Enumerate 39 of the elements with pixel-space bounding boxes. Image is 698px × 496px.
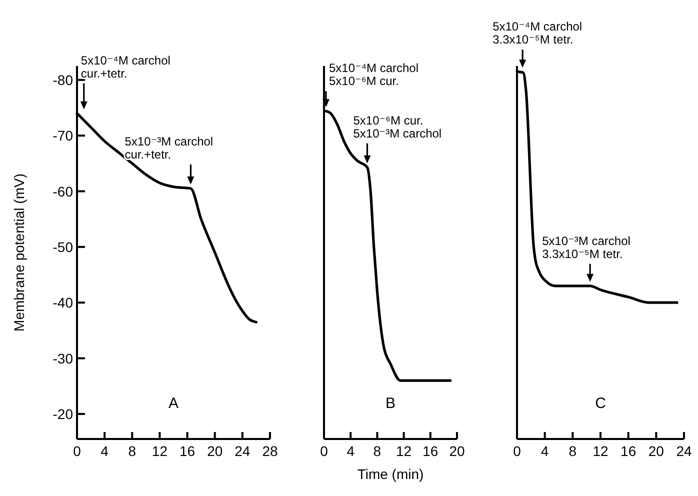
x-tick-label: 24 — [676, 443, 692, 459]
x-tick-label: 12 — [592, 443, 608, 459]
annotation: B — [385, 395, 396, 412]
x-tick-label: 12 — [152, 443, 168, 459]
annotation: 5x10⁻³M carchol 3.3x10⁻⁵M tetr. — [542, 234, 630, 261]
annotation: 5x10⁻⁴M carchol 5x10⁻⁶M cur. — [328, 61, 419, 88]
x-tick-label: 20 — [207, 443, 223, 459]
y-tick-label: -70 — [52, 128, 74, 144]
annotation: 5x10⁻⁶M cur. 5x10⁻³M carchol — [353, 113, 442, 140]
annotation: 5x10⁻³M carchol cur.+tetr. — [124, 134, 214, 162]
x-tick-label: 0 — [320, 443, 328, 459]
x-axis-title: Time (min) — [357, 466, 424, 482]
x-tick-label: 4 — [100, 443, 109, 459]
y-tick-label: -80 — [52, 72, 74, 88]
x-tick-label: 0 — [73, 443, 82, 459]
x-tick-label: 12 — [396, 443, 412, 459]
y-tick-label: -40 — [52, 294, 74, 311]
y-axis-title: Membrane potential (mV) — [11, 174, 27, 332]
x-tick-label: 28 — [262, 443, 278, 459]
y-tick-label: -60 — [52, 183, 74, 200]
annotation: 5x10⁻⁴M carchol 3.3x10⁻⁵M tetr. — [492, 20, 582, 47]
x-tick-label: 8 — [373, 443, 382, 459]
x-tick-label: 4 — [540, 443, 549, 459]
x-tick-label: 8 — [568, 443, 577, 459]
annotation: 5x10⁻⁴M carchol cur.+tetr. — [80, 53, 170, 80]
x-tick-label: 8 — [128, 443, 136, 459]
x-tick-label: 16 — [422, 443, 438, 459]
annotation: A — [168, 395, 179, 412]
x-tick-label: 20 — [648, 443, 664, 459]
x-tick-label: 0 — [513, 443, 522, 459]
y-tick-label: -30 — [52, 350, 74, 366]
annotation: C — [595, 395, 606, 412]
y-tick-label: -50 — [52, 238, 74, 255]
x-tick-label: 20 — [449, 443, 465, 459]
y-tick-label: -20 — [52, 406, 74, 422]
x-tick-label: 24 — [234, 443, 250, 459]
x-tick-label: 4 — [346, 443, 355, 459]
x-tick-label: 16 — [620, 443, 636, 459]
x-tick-label: 16 — [179, 443, 196, 459]
